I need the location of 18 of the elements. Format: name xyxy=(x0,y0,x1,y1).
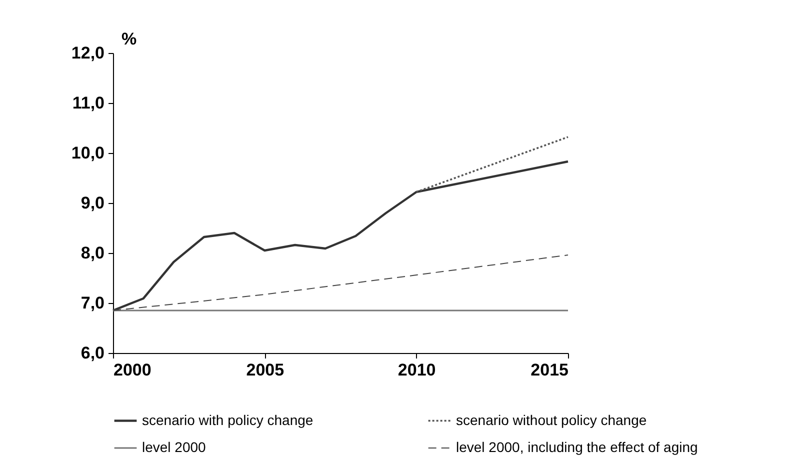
y-tick-label: 8,0 xyxy=(80,244,104,262)
y-tick-label: 7,0 xyxy=(80,294,104,312)
legend-label: scenario with policy change xyxy=(142,412,314,428)
line-series xyxy=(112,254,568,311)
y-tick-label: 12,0 xyxy=(71,44,104,62)
y-tick-label: 6,0 xyxy=(80,344,104,362)
x-tick-label: 2010 xyxy=(398,360,436,380)
line-series xyxy=(112,160,570,312)
y-axis-title: % xyxy=(122,30,137,48)
y-tick-label: 9,0 xyxy=(80,194,104,212)
x-tick-label: 2015 xyxy=(530,360,568,380)
legend-label: level 2000, including the effect of aging xyxy=(456,439,698,455)
y-tick-label: 11,0 xyxy=(72,94,104,112)
y-tick-label: 10,0 xyxy=(71,144,104,162)
x-tick-label: 2005 xyxy=(246,360,284,380)
x-tick-label: 2000 xyxy=(114,360,152,380)
legend-label: scenario without policy change xyxy=(456,412,647,428)
legend-label: level 2000 xyxy=(142,439,206,455)
